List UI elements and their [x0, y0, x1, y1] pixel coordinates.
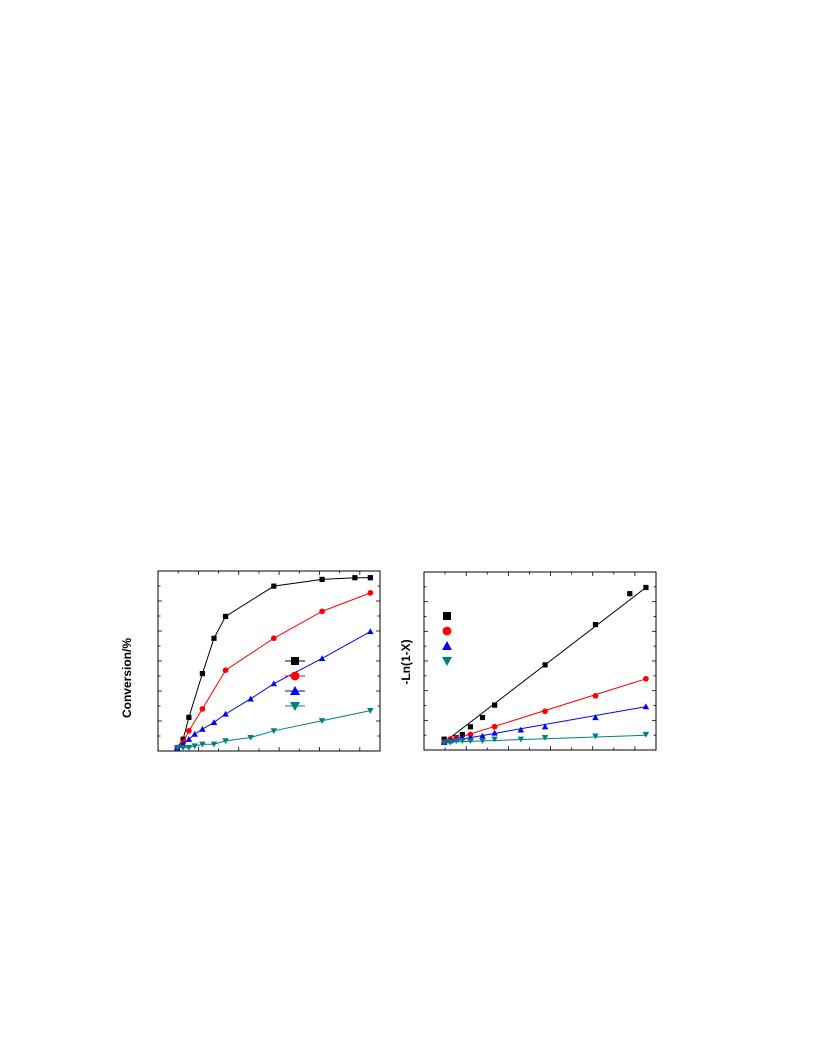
series-2-point: [222, 667, 229, 674]
series-3-point: [191, 730, 198, 737]
series-3-point: [270, 680, 278, 687]
series-3-point: [541, 723, 549, 730]
series-4-point: [467, 738, 474, 744]
series-3-point: [247, 695, 254, 702]
series-1-point: [627, 591, 633, 597]
series-1-point: [592, 622, 599, 628]
series-1-point: [222, 613, 229, 620]
series-1-point: [479, 714, 486, 721]
series-4-point: [453, 738, 460, 744]
series-3-point: [479, 732, 486, 739]
series-4-point: [479, 738, 486, 744]
legend-symbol-2: [442, 626, 452, 636]
series-2-point: [542, 708, 548, 715]
series-4-point: [440, 739, 448, 746]
left-panel: [157, 570, 381, 752]
series-4-point: [191, 743, 198, 750]
legend-symbol-4: [442, 657, 452, 666]
series-2-point: [270, 635, 277, 642]
series-1-point: [467, 724, 473, 730]
series-4-point: [446, 739, 454, 746]
series-1-point: [319, 576, 325, 583]
series-4-point: [592, 733, 599, 740]
series-1-point: [180, 736, 186, 742]
series-1-point: [199, 671, 205, 677]
series-2-point: [367, 590, 374, 596]
plot-frame: [157, 570, 381, 752]
series-4-point: [179, 745, 187, 751]
series-1-point: [367, 575, 373, 581]
series-1-point: [542, 662, 548, 668]
series-4-point: [491, 736, 498, 743]
series-3-point: [222, 710, 229, 717]
series-3-point: [199, 725, 206, 732]
series-2-point: [319, 608, 325, 615]
series-4-point: [318, 718, 326, 724]
legend-symbol-2: [290, 671, 300, 681]
series-3-point: [367, 628, 374, 635]
right-y-axis-label: -Ln(1-X): [399, 639, 413, 684]
series-4-point: [199, 741, 206, 748]
series-3-point: [318, 655, 326, 662]
series-4-point: [222, 738, 229, 745]
series-1-point: [211, 635, 217, 641]
legend-symbol-1: [291, 657, 299, 665]
legend-symbol-3: [290, 686, 300, 695]
series-3-point: [185, 735, 193, 742]
legend-symbol-1: [443, 612, 451, 620]
series-2-point: [643, 675, 649, 682]
series-2-point: [491, 723, 498, 730]
series-4-point: [185, 745, 193, 751]
left-y-axis-label: Conversion/%: [120, 638, 134, 718]
series-1-line: [176, 577, 371, 748]
series-2-point: [199, 706, 206, 712]
series-4-point: [247, 734, 254, 741]
series-2-line: [176, 592, 371, 749]
series-1-point: [352, 575, 358, 581]
series-3-point: [491, 729, 498, 736]
series-1-point: [643, 584, 649, 591]
series-3-point: [642, 703, 650, 710]
series-1-point: [271, 583, 277, 589]
series-4-point: [642, 731, 650, 738]
legend-symbol-3: [442, 641, 452, 650]
series-4-point: [210, 741, 218, 748]
right-panel: [423, 571, 657, 751]
series-4-point: [174, 745, 181, 751]
legend-symbol-4: [290, 702, 300, 711]
series-3-point: [517, 726, 525, 733]
series-3-point: [210, 719, 218, 726]
series-4-point: [541, 735, 549, 741]
series-1-point: [186, 714, 192, 720]
series-2-point: [186, 727, 192, 734]
series-4-point: [459, 738, 466, 744]
series-3-point: [592, 714, 599, 721]
series-4-point: [517, 736, 525, 743]
series-1-point: [492, 702, 498, 708]
plot-frame: [423, 571, 657, 751]
series-4-point: [367, 708, 374, 714]
series-2-point: [592, 692, 599, 699]
series-4-point: [270, 728, 278, 735]
